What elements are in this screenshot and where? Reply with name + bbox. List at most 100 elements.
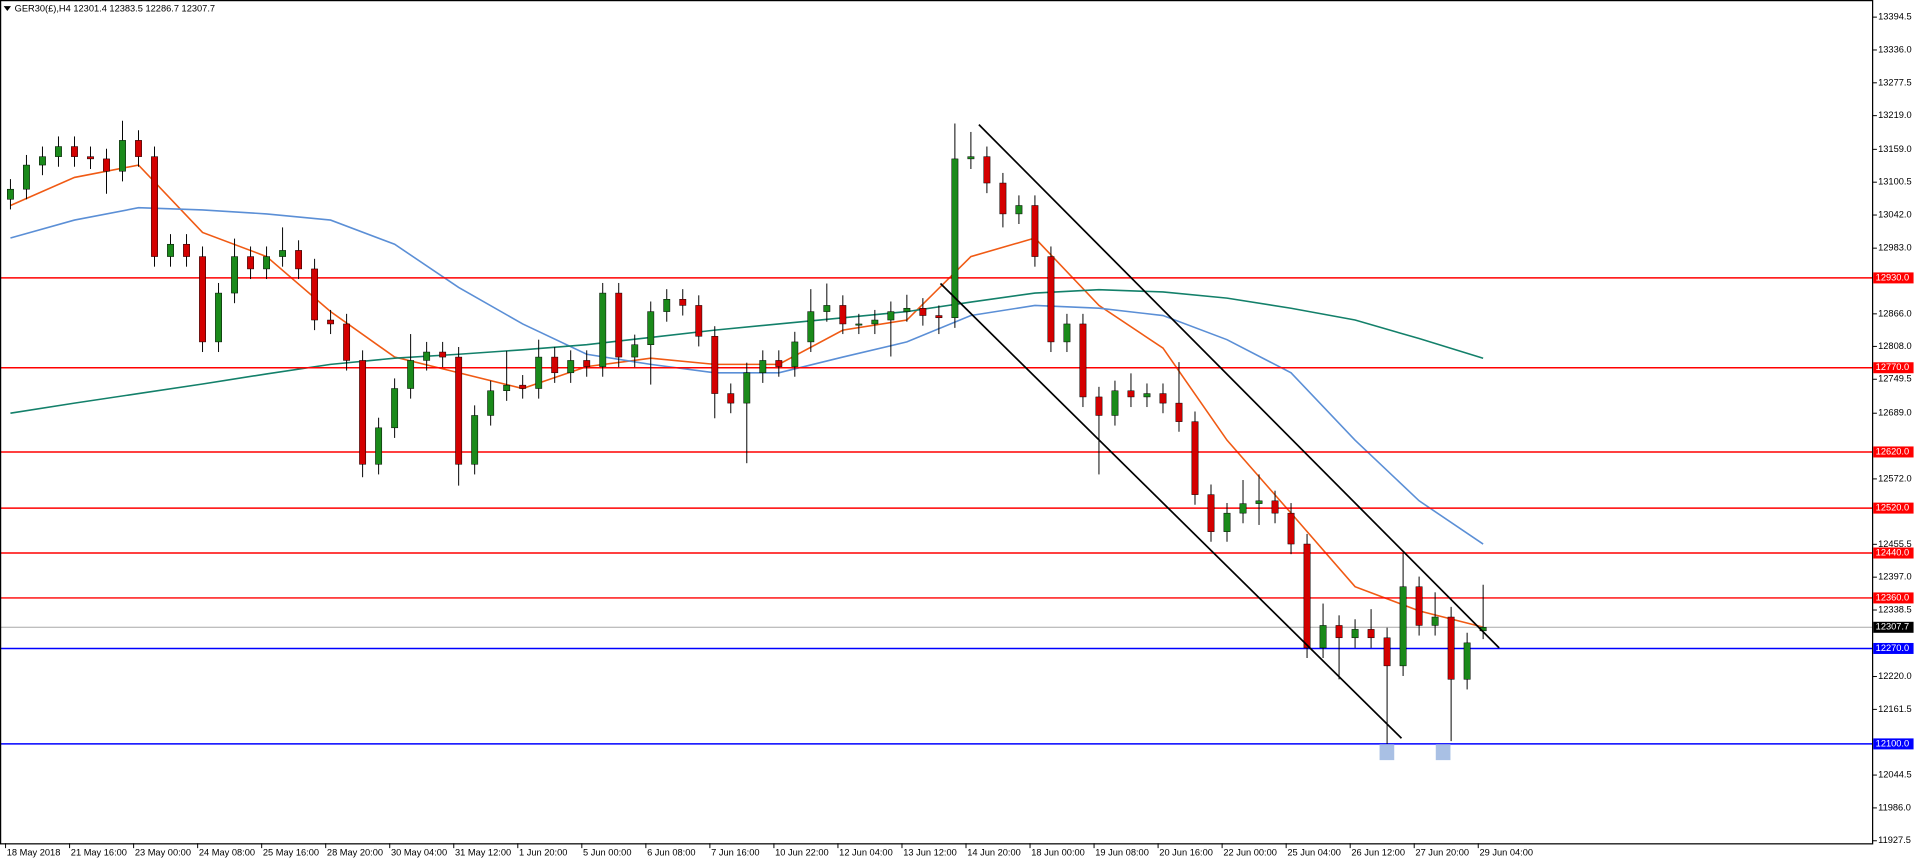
y-tick-label: 12689.0 [1878, 408, 1911, 418]
x-tick-label: 10 Jun 22:00 [775, 847, 829, 857]
candle-body [1223, 512, 1231, 532]
y-tick-label: 12983.0 [1878, 243, 1911, 253]
x-tick-label: 25 Jun 04:00 [1287, 847, 1341, 857]
candle-body [87, 156, 94, 160]
candle-body [551, 356, 559, 374]
x-tick-label: 1 Jun 20:00 [519, 847, 567, 857]
candle-body [871, 319, 879, 325]
candle-body [1175, 402, 1183, 422]
candle-body [1271, 500, 1279, 514]
x-tick-label: 12 Jun 04:00 [839, 847, 893, 857]
candle-body [423, 351, 431, 361]
candle-body [1047, 256, 1055, 343]
candle-body [471, 415, 479, 465]
level-label-box [1873, 547, 1914, 559]
level-label-box [1873, 272, 1914, 284]
candle-body [583, 360, 591, 367]
candle-body [775, 360, 783, 367]
y-tick-label: 12749.5 [1878, 374, 1911, 384]
level-label-box [1873, 642, 1914, 654]
candle-body [743, 372, 751, 404]
candle-body [839, 305, 847, 325]
x-tick-label: 31 May 12:00 [455, 847, 511, 857]
candle-body [231, 256, 238, 294]
y-tick-label: 12572.0 [1878, 473, 1911, 483]
candle-body [1447, 616, 1455, 680]
candle-body [1303, 543, 1311, 649]
level-label-box [1873, 592, 1914, 604]
x-tick-label: 20 Jun 16:00 [1159, 847, 1213, 857]
y-tick-label: 12220.0 [1878, 671, 1911, 681]
candle-body [1159, 393, 1167, 404]
level-label: 12520.0 [1876, 503, 1909, 513]
x-tick-label: 23 May 00:00 [135, 847, 191, 857]
candle-body [519, 384, 527, 389]
candle-body [1319, 625, 1327, 649]
candle-body [1463, 642, 1471, 680]
x-tick-label: 26 Jun 12:00 [1351, 847, 1405, 857]
candle-body [1127, 390, 1135, 398]
candle-body [391, 388, 399, 429]
candle-body [1399, 586, 1407, 667]
candle-body [247, 256, 254, 270]
candle-body [695, 305, 703, 337]
candle-body [887, 311, 895, 321]
candle-body [1063, 323, 1071, 343]
x-tick-label: 30 May 04:00 [391, 847, 447, 857]
y-tick-label: 12161.5 [1878, 704, 1911, 714]
y-tick-label: 12808.0 [1878, 341, 1911, 351]
y-tick-label: 11927.5 [1878, 835, 1911, 845]
y-tick-label: 13277.5 [1878, 77, 1911, 87]
candle-body [375, 427, 383, 465]
candle-body [1431, 616, 1439, 626]
candle-body [263, 256, 270, 270]
x-tick-label: 6 Jun 08:00 [647, 847, 695, 857]
candle-body [903, 307, 911, 312]
candle-body [855, 323, 863, 326]
candle-body [951, 158, 959, 319]
candle-body [71, 146, 78, 157]
candle-body [615, 292, 623, 358]
plot-border [0, 0, 1874, 845]
marker [1435, 744, 1451, 761]
channel-line [978, 124, 1500, 649]
candle-body [1079, 323, 1087, 398]
x-tick-label: 24 May 08:00 [199, 847, 255, 857]
candle-body [1335, 625, 1343, 639]
y-tick-label: 13219.0 [1878, 110, 1911, 120]
y-tick-label: 12338.5 [1878, 604, 1911, 614]
level-label-box [1873, 738, 1914, 750]
y-tick-label: 13336.0 [1878, 44, 1911, 54]
candle-body [1287, 512, 1295, 545]
candle-body [151, 156, 158, 257]
candle-body [631, 344, 639, 358]
candle-body [439, 351, 447, 358]
candle-body [1207, 494, 1215, 532]
candle-body [967, 156, 975, 160]
y-tick-label: 13394.5 [1878, 12, 1911, 22]
candle-body [823, 305, 831, 312]
candle-body [167, 243, 174, 257]
y-tick-label: 13159.0 [1878, 144, 1911, 154]
candle-body [215, 292, 222, 343]
candle-body [1015, 205, 1023, 215]
candle-body [1111, 390, 1119, 416]
level-label: 12620.0 [1876, 446, 1909, 456]
candle-body [279, 250, 286, 257]
x-tick-label: 28 May 20:00 [327, 847, 383, 857]
candle-body [407, 360, 415, 389]
title-arrow [3, 6, 11, 11]
candle-body [7, 188, 14, 200]
level-label: 12100.0 [1876, 738, 1909, 748]
y-tick-label: 12455.5 [1878, 539, 1911, 549]
candle-body [455, 356, 463, 465]
candle-body [1415, 586, 1423, 626]
candle-body [1191, 421, 1199, 495]
y-tick-label: 13042.0 [1878, 209, 1911, 219]
candle-body [919, 307, 927, 316]
x-tick-label: 21 May 16:00 [71, 847, 127, 857]
candle-body [935, 315, 943, 319]
candle-body [1383, 637, 1391, 667]
